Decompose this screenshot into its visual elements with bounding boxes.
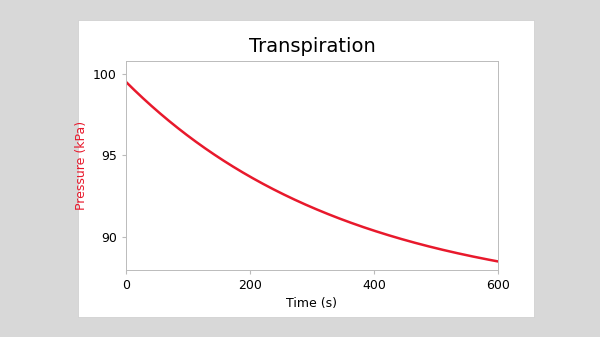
Title: Transpiration: Transpiration: [248, 37, 376, 56]
Y-axis label: Pressure (kPa): Pressure (kPa): [74, 121, 88, 210]
X-axis label: Time (s): Time (s): [287, 297, 337, 310]
